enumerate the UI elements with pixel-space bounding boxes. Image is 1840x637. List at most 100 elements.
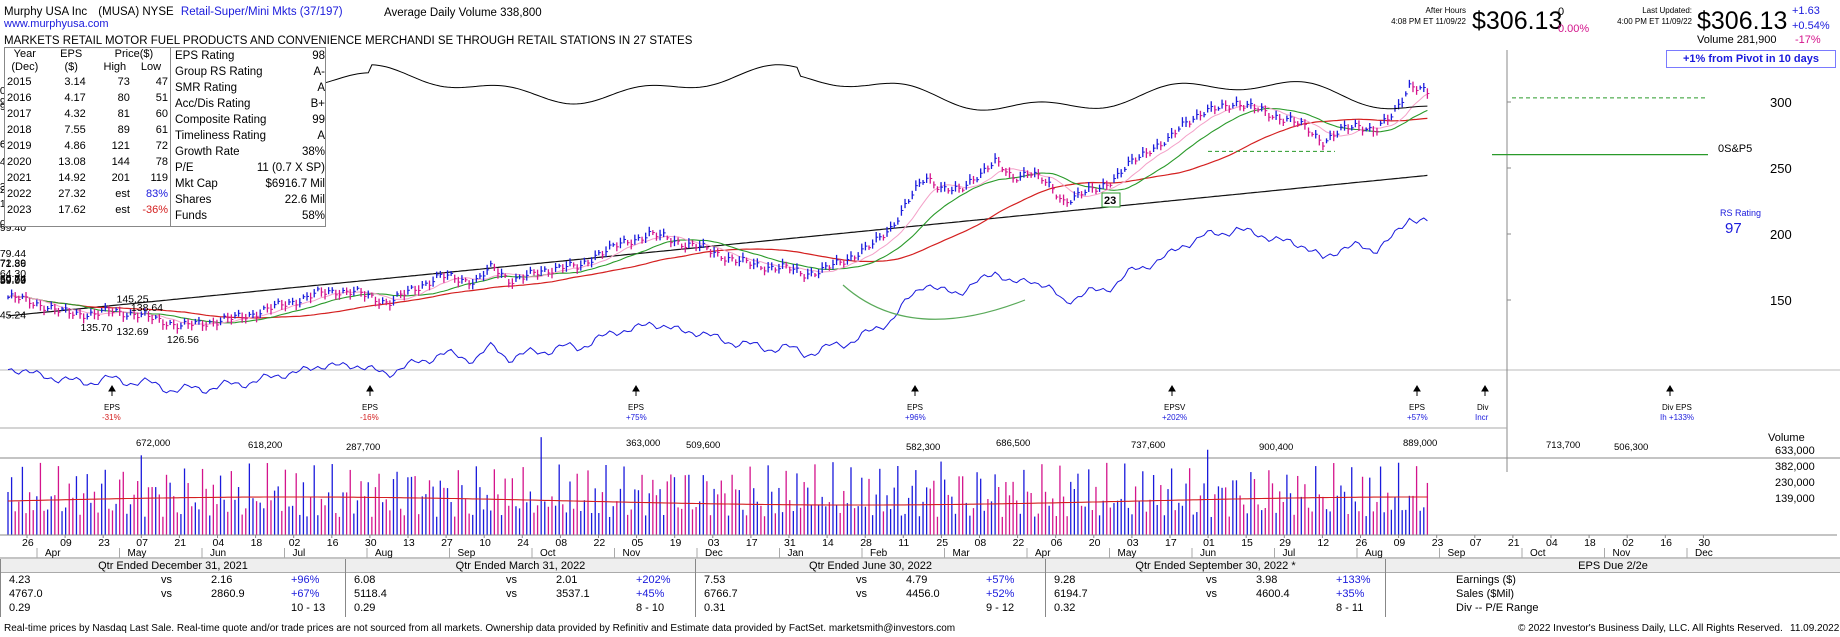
x-month-label: Jun bbox=[210, 548, 226, 559]
rating-value: $6916.7 Mil bbox=[265, 178, 325, 190]
event-label: EPS bbox=[628, 403, 644, 412]
quarter-row: 0.32 8 - 11 bbox=[1046, 601, 1385, 615]
quarter-title: Qtr Ended September 30, 2022 * bbox=[1046, 559, 1385, 573]
x-day-tick: 05 bbox=[632, 537, 644, 549]
volume-peak-label: 287,700 bbox=[346, 442, 380, 453]
price-annotation: 179.44 bbox=[0, 248, 26, 260]
col-header-eps: EPS bbox=[60, 48, 83, 60]
event-arrow bbox=[911, 385, 919, 396]
x-day-tick: 08 bbox=[975, 537, 987, 549]
x-month-label: Aug bbox=[1365, 548, 1383, 559]
annual-eps-row: 2023 17.62 est -36% bbox=[5, 202, 170, 218]
quarter-row: 0.31 9 - 12 bbox=[696, 601, 1045, 615]
x-month-label: Jan bbox=[788, 548, 804, 559]
rating-row: P/E 11 (0.7 X SP) bbox=[175, 160, 325, 176]
quarter-vs: vs bbox=[161, 574, 172, 586]
x-day-tick: 08 bbox=[555, 537, 567, 549]
price-annotation: 132.69 bbox=[116, 326, 148, 338]
event-change: +96% bbox=[905, 413, 926, 422]
quarter-box: Qtr Ended June 30, 2022 7.53 vs 4.79 +57% 676… bbox=[695, 559, 1045, 617]
quarterly-table: Qtr Ended December 31, 2021 4.23 vs 2.16 +96… bbox=[0, 559, 1840, 617]
volume-peak-label: 713,700 bbox=[1546, 440, 1580, 451]
x-month-label: Apr bbox=[45, 548, 61, 559]
x-day-tick: 11 bbox=[898, 537, 909, 549]
rating-label: SMR Rating bbox=[175, 82, 237, 94]
x-day-tick: 17 bbox=[1165, 537, 1177, 549]
x-day-tick: 18 bbox=[251, 537, 263, 549]
x-day-tick: 31 bbox=[784, 537, 796, 549]
price-annotation: 126.56 bbox=[167, 334, 199, 346]
quarter-vs: vs bbox=[1206, 588, 1217, 600]
price-axis-tick: 200 bbox=[1770, 227, 1792, 242]
eps-value: 3.14 bbox=[64, 76, 86, 88]
x-month-label: Sep bbox=[1448, 548, 1466, 559]
quarter-row: 5118.4 vs 3537.1 +45% bbox=[346, 587, 695, 601]
rating-row: Shares 22.6 Mil bbox=[175, 192, 325, 208]
x-day-tick: 16 bbox=[327, 537, 339, 549]
quarter-range: 9 - 12 bbox=[986, 602, 1015, 614]
rating-value: 98 bbox=[312, 50, 325, 62]
event-change: Incr bbox=[1475, 413, 1489, 422]
quarter-sales-pct: +45% bbox=[636, 588, 665, 600]
rating-value: 22.6 Mil bbox=[284, 194, 325, 206]
quarter-range: 8 - 11 bbox=[1336, 602, 1364, 614]
quarter-eps-pct: +96% bbox=[291, 574, 320, 586]
company-line: Murphy USA Inc (MUSA) NYSE Retail-Super/… bbox=[4, 6, 343, 18]
ma200-line bbox=[7, 174, 1428, 317]
rating-value: 38% bbox=[301, 146, 325, 158]
volume-axis-label: Volume bbox=[1768, 432, 1805, 444]
x-day-tick: 29 bbox=[1279, 537, 1291, 549]
after-hours-pct: 0.00% bbox=[1558, 23, 1590, 35]
volume-peak-label: 900,400 bbox=[1259, 442, 1293, 453]
x-day-tick: 22 bbox=[1013, 537, 1025, 549]
pivot-note: +1% from Pivot in 10 days bbox=[1666, 50, 1836, 68]
price-high: est bbox=[115, 204, 130, 216]
quarter-sales-pct: +67% bbox=[291, 588, 320, 600]
eps-value: 27.32 bbox=[58, 188, 86, 200]
eps-year: 2020 bbox=[7, 156, 32, 168]
x-day-tick: 16 bbox=[1660, 537, 1672, 549]
sp500-label: 0S&P5 bbox=[1718, 143, 1752, 155]
x-month-label: Dec bbox=[705, 548, 723, 559]
avg-volume: Average Daily Volume 338,800 bbox=[384, 7, 542, 19]
eps-value: 14.92 bbox=[58, 172, 86, 184]
rating-box bbox=[1101, 192, 1121, 208]
event-label: Div bbox=[1477, 403, 1489, 412]
eps-year: 2021 bbox=[7, 172, 32, 184]
rating-label: Composite Rating bbox=[175, 114, 267, 126]
x-month-label: Dec bbox=[1695, 548, 1713, 559]
annual-eps-row: 2021 14.92 201 119 bbox=[5, 170, 170, 186]
price-annotation: 159.00 bbox=[0, 275, 26, 287]
price-axis-tick: 300 bbox=[1770, 95, 1792, 110]
volume-peak-label: 672,000 bbox=[136, 438, 170, 449]
price-high: 80 bbox=[117, 92, 130, 104]
x-day-tick: 14 bbox=[822, 537, 834, 549]
event-arrow bbox=[1481, 385, 1489, 396]
x-day-tick: 02 bbox=[1622, 537, 1634, 549]
eps-value: 17.62 bbox=[58, 204, 86, 216]
website-link[interactable]: www.murphyusa.com bbox=[4, 18, 109, 30]
company-name: Murphy USA Inc bbox=[4, 6, 88, 18]
price-low: 47 bbox=[155, 76, 168, 88]
x-month-label: Feb bbox=[870, 548, 888, 559]
price-high: 81 bbox=[117, 108, 130, 120]
volume-peak-label: 618,200 bbox=[248, 440, 282, 451]
quarter-sales-prev: 3537.1 bbox=[556, 588, 590, 600]
quarter-box: Qtr Ended December 31, 2021 4.23 vs 2.16 +96… bbox=[0, 559, 345, 617]
x-day-tick: 07 bbox=[1470, 537, 1482, 549]
quarter-row: 0.29 8 - 10 bbox=[346, 601, 695, 615]
x-day-tick: 20 bbox=[1089, 537, 1101, 549]
quarter-eps-prev: 4.79 bbox=[906, 574, 928, 586]
rating-value: 11 (0.7 X SP) bbox=[256, 162, 325, 174]
price-high: 201 bbox=[111, 172, 130, 184]
price-low: 83% bbox=[145, 188, 168, 200]
x-day-tick: 03 bbox=[708, 537, 720, 549]
x-day-tick: 10 bbox=[479, 537, 491, 549]
quarter-sales-prev: 2860.9 bbox=[211, 588, 245, 600]
rating-row: Growth Rate 38% bbox=[175, 144, 325, 160]
industry-link[interactable]: Retail-Super/Mini Mkts (37/197) bbox=[180, 6, 343, 18]
rating-label: Growth Rate bbox=[175, 146, 240, 158]
quarter-sales-now: 6194.7 bbox=[1054, 588, 1088, 600]
event-change: -16% bbox=[360, 413, 379, 422]
rating-row: Group RS Rating A- bbox=[175, 64, 325, 80]
